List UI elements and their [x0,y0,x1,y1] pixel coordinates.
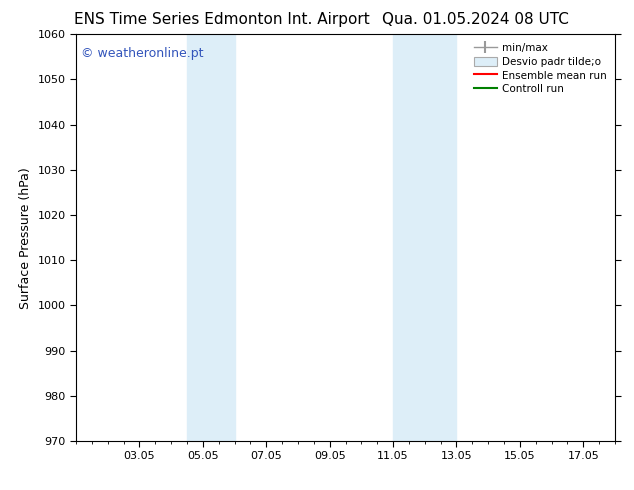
Text: Qua. 01.05.2024 08 UTC: Qua. 01.05.2024 08 UTC [382,12,569,27]
Bar [393,34,456,441]
Text: ENS Time Series Edmonton Int. Airport: ENS Time Series Edmonton Int. Airport [74,12,370,27]
Text: © weatheronline.pt: © weatheronline.pt [81,47,204,59]
Bar [187,34,235,441]
Y-axis label: Surface Pressure (hPa): Surface Pressure (hPa) [19,167,32,309]
Legend: min/max, Desvio padr tilde;o, Ensemble mean run, Controll run: min/max, Desvio padr tilde;o, Ensemble m… [470,40,610,98]
